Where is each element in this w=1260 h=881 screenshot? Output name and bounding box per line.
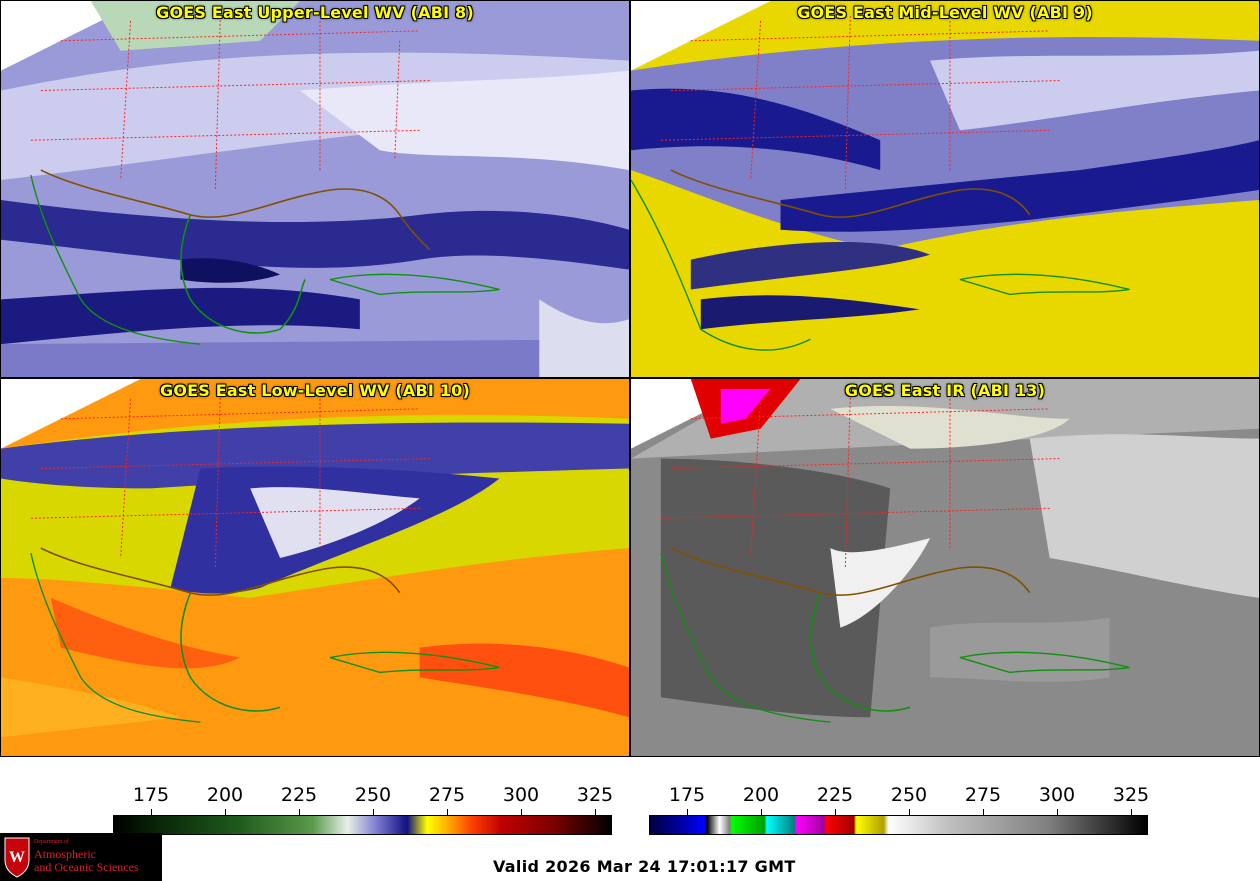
panel-mid-level-wv: GOES East Mid-Level WV (ABI 9) xyxy=(630,0,1260,378)
colorbar-tick xyxy=(1057,809,1058,815)
colorbar-tick-label: 225 xyxy=(280,784,318,806)
colorbar-tick xyxy=(835,809,836,815)
mid-level-wv-image xyxy=(631,1,1259,377)
panel-title: GOES East Mid-Level WV (ABI 9) xyxy=(797,3,1093,22)
colorbar-tick xyxy=(909,809,910,815)
colorbar-tick-label: 200 xyxy=(742,784,780,806)
panel-title: GOES East Low-Level WV (ABI 10) xyxy=(159,381,470,400)
colorbar-tick xyxy=(1131,809,1132,815)
colorbar-tick-label: 175 xyxy=(132,784,170,806)
colorbar-tick xyxy=(373,809,374,815)
uw-crest-icon: W xyxy=(4,837,30,878)
colorbar-tick-label: 250 xyxy=(890,784,928,806)
ir-image xyxy=(631,379,1259,756)
logo-line-1: Department of xyxy=(34,839,69,845)
colorbar-tick xyxy=(225,809,226,815)
colorbar-tick xyxy=(687,809,688,815)
wv-colorbar xyxy=(113,815,612,835)
panel-upper-level-wv: GOES East Upper-Level WV (ABI 8) xyxy=(0,0,630,378)
colorbar-tick-label: 200 xyxy=(206,784,244,806)
panel-low-level-wv: GOES East Low-Level WV (ABI 10) xyxy=(0,378,630,757)
colorbar-tick-label: 225 xyxy=(816,784,854,806)
colorbar-tick xyxy=(299,809,300,815)
ir-colorbar xyxy=(649,815,1148,835)
logo-line-2: Atmospheric xyxy=(34,847,96,861)
colorbar-tick xyxy=(761,809,762,815)
logo-line-3: and Oceanic Sciences xyxy=(34,860,139,874)
upper-level-wv-image xyxy=(1,1,629,377)
colorbar-tick-label: 275 xyxy=(428,784,466,806)
colorbar-tick-label: 300 xyxy=(502,784,540,806)
colorbar-tick xyxy=(595,809,596,815)
low-level-wv-image xyxy=(1,379,629,756)
colorbar-tick xyxy=(447,809,448,815)
colorbar-tick-label: 250 xyxy=(354,784,392,806)
colorbar-tick-label: 325 xyxy=(576,784,614,806)
aos-logo[interactable]: W Department of Atmospheric and Oceanic … xyxy=(0,833,162,881)
valid-time-label: Valid 2026 Mar 24 17:01:17 GMT xyxy=(493,857,796,876)
colorbar-tick-label: 275 xyxy=(964,784,1002,806)
colorbar-tick xyxy=(521,809,522,815)
panel-ir: GOES East IR (ABI 13) xyxy=(630,378,1260,757)
colorbar-tick-label: 325 xyxy=(1112,784,1150,806)
colorbar-tick-label: 175 xyxy=(668,784,706,806)
colorbar-tick xyxy=(983,809,984,815)
crest-letter: W xyxy=(9,849,25,866)
colorbar-tick xyxy=(151,809,152,815)
panel-title: GOES East IR (ABI 13) xyxy=(844,381,1046,400)
colorbar-tick-label: 300 xyxy=(1038,784,1076,806)
panel-title: GOES East Upper-Level WV (ABI 8) xyxy=(156,3,474,22)
